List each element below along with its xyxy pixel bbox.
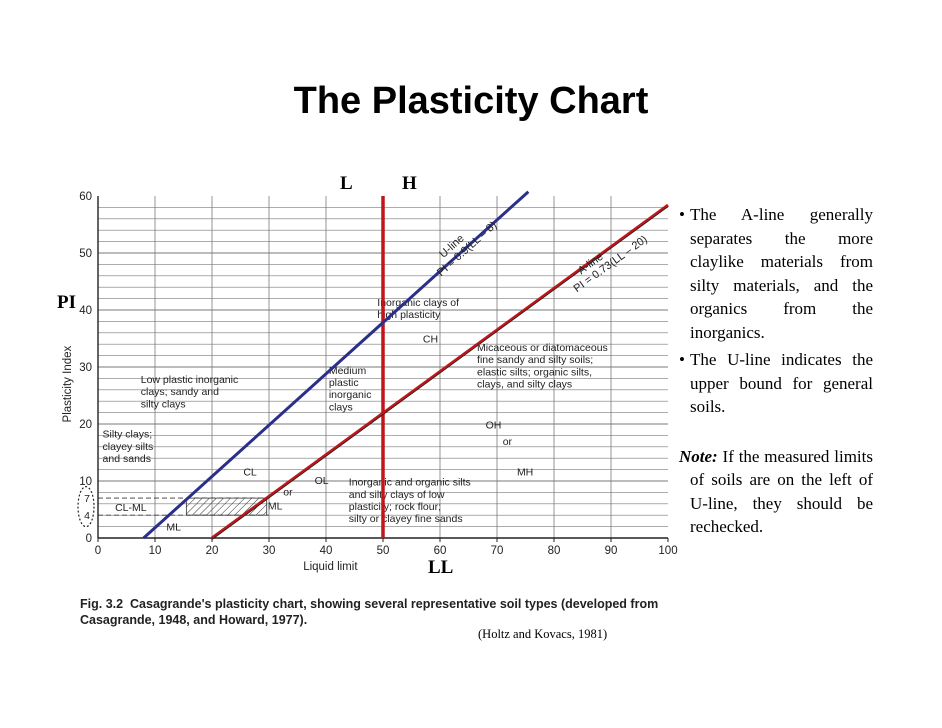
caption-text: Casagrande's plasticity chart, showing s… xyxy=(80,597,659,627)
zone-label: Inorganic and organic silts and silty cla… xyxy=(349,477,471,526)
zone-label: OL xyxy=(315,475,329,487)
zone-label: OH xyxy=(486,420,502,432)
x-tick-label: 100 xyxy=(658,545,677,557)
figure-caption: Fig. 3.2 Casagrande's plasticity chart, … xyxy=(80,596,680,628)
slide-title: The Plasticity Chart xyxy=(293,80,649,122)
note-paragraph: Note: If the measured limits of soils ar… xyxy=(679,445,873,539)
y-tick-label: 0 xyxy=(86,533,92,545)
pi-label: PI xyxy=(57,292,76,313)
y-tick-label: 10 xyxy=(79,476,92,488)
y-tick-label: 60 xyxy=(79,191,92,203)
zone-label: Low plastic inorganic clays; sandy and sil… xyxy=(141,374,238,410)
source-citation: (Holtz and Kovacs, 1981) xyxy=(478,627,608,641)
y-tick-label: 30 xyxy=(79,362,92,374)
x-tick-label: 50 xyxy=(377,545,390,557)
x-tick-label: 0 xyxy=(95,545,101,557)
y-tick-label: 40 xyxy=(79,305,92,317)
note-text: If the measured limits of soils are on t… xyxy=(690,446,873,537)
zone-label: MH xyxy=(517,466,533,478)
zone-label: Medium plastic inorganic clays xyxy=(329,365,372,414)
zone-label: Inorganic clays of high plasticity xyxy=(377,297,459,321)
zone-label: or xyxy=(503,436,513,448)
y-tick-label: 50 xyxy=(79,248,92,260)
x-tick-label: 30 xyxy=(263,545,276,557)
x-tick-label: 10 xyxy=(149,545,162,557)
u-line xyxy=(142,190,530,540)
notes-panel: The A-line generally separates the more … xyxy=(679,203,873,539)
zone-label: CH xyxy=(423,333,438,345)
note-label: Note: xyxy=(679,446,718,466)
y-minor-tick-label: 4 xyxy=(84,510,90,522)
x-tick-label: 90 xyxy=(605,545,618,557)
low-plasticity-label: L xyxy=(340,173,353,194)
tick-layer: 0 10 20 30 40 50 60 70 80 90 100 0 10 20 30 40 50 60 4 7 Liq… xyxy=(62,191,678,573)
zone-layer: Inorganic clays of high plasticity CH Micac… xyxy=(103,297,608,534)
ll-label: LL xyxy=(428,557,454,578)
x-axis-title: Liquid limit xyxy=(303,561,358,573)
high-plasticity-label: H xyxy=(402,173,417,194)
x-tick-label: 40 xyxy=(320,545,333,557)
zone-label: ML xyxy=(268,501,283,513)
x-tick-label: 70 xyxy=(491,545,504,557)
bullet-a-line: The A-line generally separates the more … xyxy=(679,203,873,344)
x-tick-label: 80 xyxy=(548,545,561,557)
bullet-u-line: The U-line indicates the upper bound for… xyxy=(679,348,873,419)
highlight-oval xyxy=(77,486,95,528)
caption-fig: Fig. 3.2 xyxy=(80,597,124,611)
a-line xyxy=(211,203,669,540)
y-tick-label: 20 xyxy=(79,419,92,431)
zone-label: Silty clays; clayey silts and sands xyxy=(103,429,154,465)
y-axis-title: Plasticity Index xyxy=(62,346,74,423)
a-line-inner xyxy=(211,206,669,540)
zone-label: ML xyxy=(166,522,181,534)
zone-label: Micaceous or diatomaceous fine sandy and … xyxy=(477,342,608,391)
y-minor-tick-label: 7 xyxy=(84,493,90,505)
x-tick-label: 20 xyxy=(206,545,219,557)
zone-label: CL xyxy=(243,466,257,478)
x-tick-label: 60 xyxy=(434,545,447,557)
zone-label: or xyxy=(283,486,293,498)
zone-label: CL-ML xyxy=(115,502,147,514)
